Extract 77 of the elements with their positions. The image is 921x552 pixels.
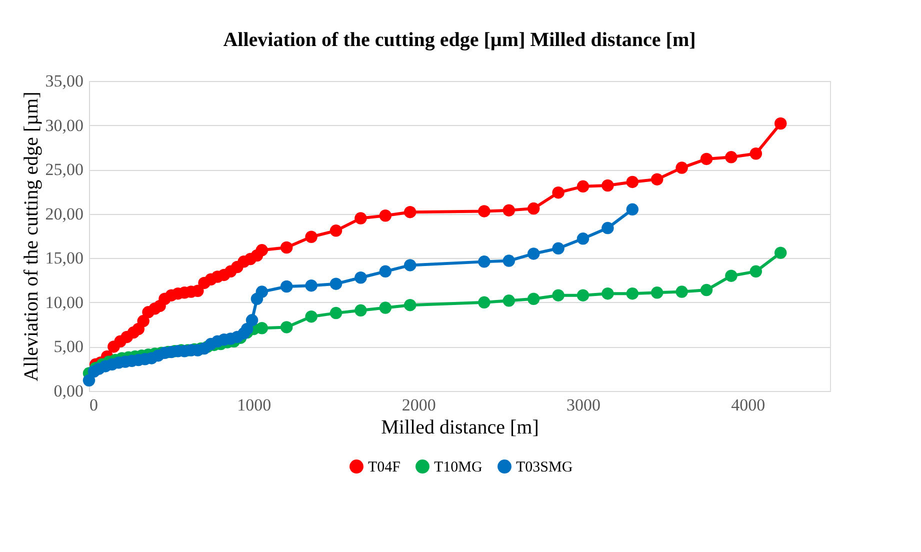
point (502, 294, 516, 307)
point (256, 286, 268, 298)
point (305, 310, 318, 323)
point (256, 322, 268, 334)
point (404, 259, 416, 272)
point (676, 162, 688, 174)
point (330, 278, 342, 290)
point (602, 287, 614, 300)
point (502, 254, 516, 267)
point (626, 176, 639, 188)
point (527, 248, 540, 260)
point (478, 256, 490, 268)
point (354, 272, 367, 284)
x-tick-label: 3000 (566, 396, 600, 414)
chart-title: Alleviation of the cutting edge [µm] Milled distance [m] (223, 29, 696, 51)
point (379, 210, 392, 222)
point (379, 265, 392, 278)
point (478, 296, 490, 309)
point (576, 180, 590, 193)
point (725, 151, 738, 164)
x-tick-label: 0 (90, 396, 98, 414)
point (650, 173, 664, 186)
point (576, 232, 590, 245)
y-tick-label: 25,00 (45, 160, 84, 180)
y-tick-label: 20,00 (45, 204, 84, 224)
point (256, 244, 268, 256)
point (750, 148, 762, 160)
point (305, 279, 318, 292)
point (330, 306, 342, 320)
point (725, 270, 738, 282)
x-tick-label: 1000 (237, 396, 272, 414)
point (626, 287, 639, 300)
point (280, 321, 293, 334)
point (602, 222, 614, 234)
point (404, 206, 416, 218)
point (404, 298, 416, 312)
legend-label: T10MG (434, 460, 482, 476)
point (700, 284, 713, 296)
y-tick-label: 10,00 (45, 292, 84, 312)
point (552, 289, 564, 302)
point (774, 246, 787, 259)
point (82, 374, 96, 386)
y-tick-label: 5,00 (54, 337, 84, 356)
point (330, 224, 342, 237)
point (502, 204, 516, 216)
point (527, 292, 540, 305)
point (750, 265, 762, 278)
point (280, 241, 293, 254)
point (280, 280, 293, 293)
x-axis-title: Milled distance [m] (381, 416, 539, 438)
y-axis-title: Alleviation of the cutting edge [µm] (20, 92, 42, 382)
point (676, 286, 688, 298)
point (552, 242, 564, 255)
point (305, 230, 318, 243)
point (576, 289, 590, 302)
point (626, 203, 639, 216)
point (700, 152, 713, 166)
point (650, 286, 664, 299)
y-tick-label: 15,00 (45, 248, 84, 268)
point (137, 314, 150, 328)
point (527, 202, 540, 215)
x-tick-label: 2000 (402, 396, 436, 414)
y-tick-label: 0,00 (54, 382, 84, 400)
point (240, 322, 254, 336)
legend-label: T04F (368, 460, 401, 476)
x-tick-label: 4000 (731, 396, 766, 414)
point (379, 302, 392, 314)
point (774, 117, 787, 130)
y-tick-label: 30,00 (45, 116, 84, 135)
point (246, 314, 258, 326)
point (552, 186, 564, 199)
legend-label: T03SMG (516, 460, 573, 476)
y-tick-label: 35,00 (45, 72, 84, 90)
point (354, 304, 367, 317)
point (354, 212, 367, 224)
point (478, 205, 490, 218)
point (602, 179, 614, 192)
